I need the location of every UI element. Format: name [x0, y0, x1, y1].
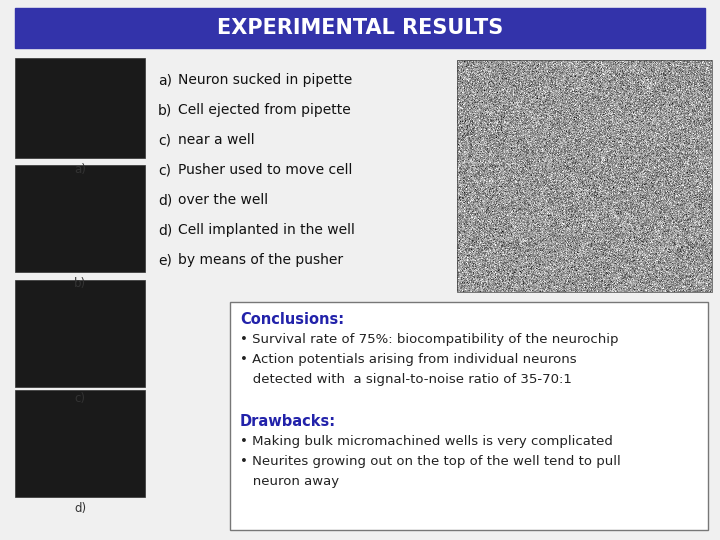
- FancyBboxPatch shape: [15, 8, 705, 48]
- FancyBboxPatch shape: [15, 58, 145, 158]
- Text: • Making bulk micromachined wells is very complicated: • Making bulk micromachined wells is ver…: [240, 435, 613, 449]
- Text: Cell implanted in the well: Cell implanted in the well: [178, 223, 355, 237]
- Text: near a well: near a well: [178, 133, 255, 147]
- Text: b): b): [158, 103, 172, 117]
- Text: • Neurites growing out on the top of the well tend to pull: • Neurites growing out on the top of the…: [240, 456, 621, 469]
- Text: Conclusions:: Conclusions:: [240, 313, 344, 327]
- Text: over the well: over the well: [178, 193, 268, 207]
- Text: Drawbacks:: Drawbacks:: [240, 415, 336, 429]
- Text: • Survival rate of 75%: biocompatibility of the neurochip: • Survival rate of 75%: biocompatibility…: [240, 334, 618, 347]
- Text: d): d): [74, 502, 86, 515]
- Text: EXPERIMENTAL RESULTS: EXPERIMENTAL RESULTS: [217, 18, 503, 38]
- Text: a): a): [74, 163, 86, 176]
- Text: d): d): [158, 193, 172, 207]
- FancyBboxPatch shape: [230, 302, 708, 530]
- Text: c): c): [158, 133, 171, 147]
- Text: b): b): [74, 277, 86, 290]
- Text: c): c): [74, 392, 86, 405]
- FancyBboxPatch shape: [15, 390, 145, 497]
- FancyBboxPatch shape: [15, 165, 145, 272]
- Text: Cell ejected from pipette: Cell ejected from pipette: [178, 103, 351, 117]
- Text: Neuron sucked in pipette: Neuron sucked in pipette: [178, 73, 352, 87]
- Text: c): c): [158, 163, 171, 177]
- Text: a): a): [158, 73, 172, 87]
- Text: d): d): [158, 223, 172, 237]
- Text: e): e): [158, 253, 172, 267]
- FancyBboxPatch shape: [15, 280, 145, 387]
- Text: detected with  a signal-to-noise ratio of 35-70:1: detected with a signal-to-noise ratio of…: [240, 374, 572, 387]
- Text: neuron away: neuron away: [240, 476, 339, 489]
- Text: • Action potentials arising from individual neurons: • Action potentials arising from individ…: [240, 354, 577, 367]
- Text: by means of the pusher: by means of the pusher: [178, 253, 343, 267]
- Text: Pusher used to move cell: Pusher used to move cell: [178, 163, 352, 177]
